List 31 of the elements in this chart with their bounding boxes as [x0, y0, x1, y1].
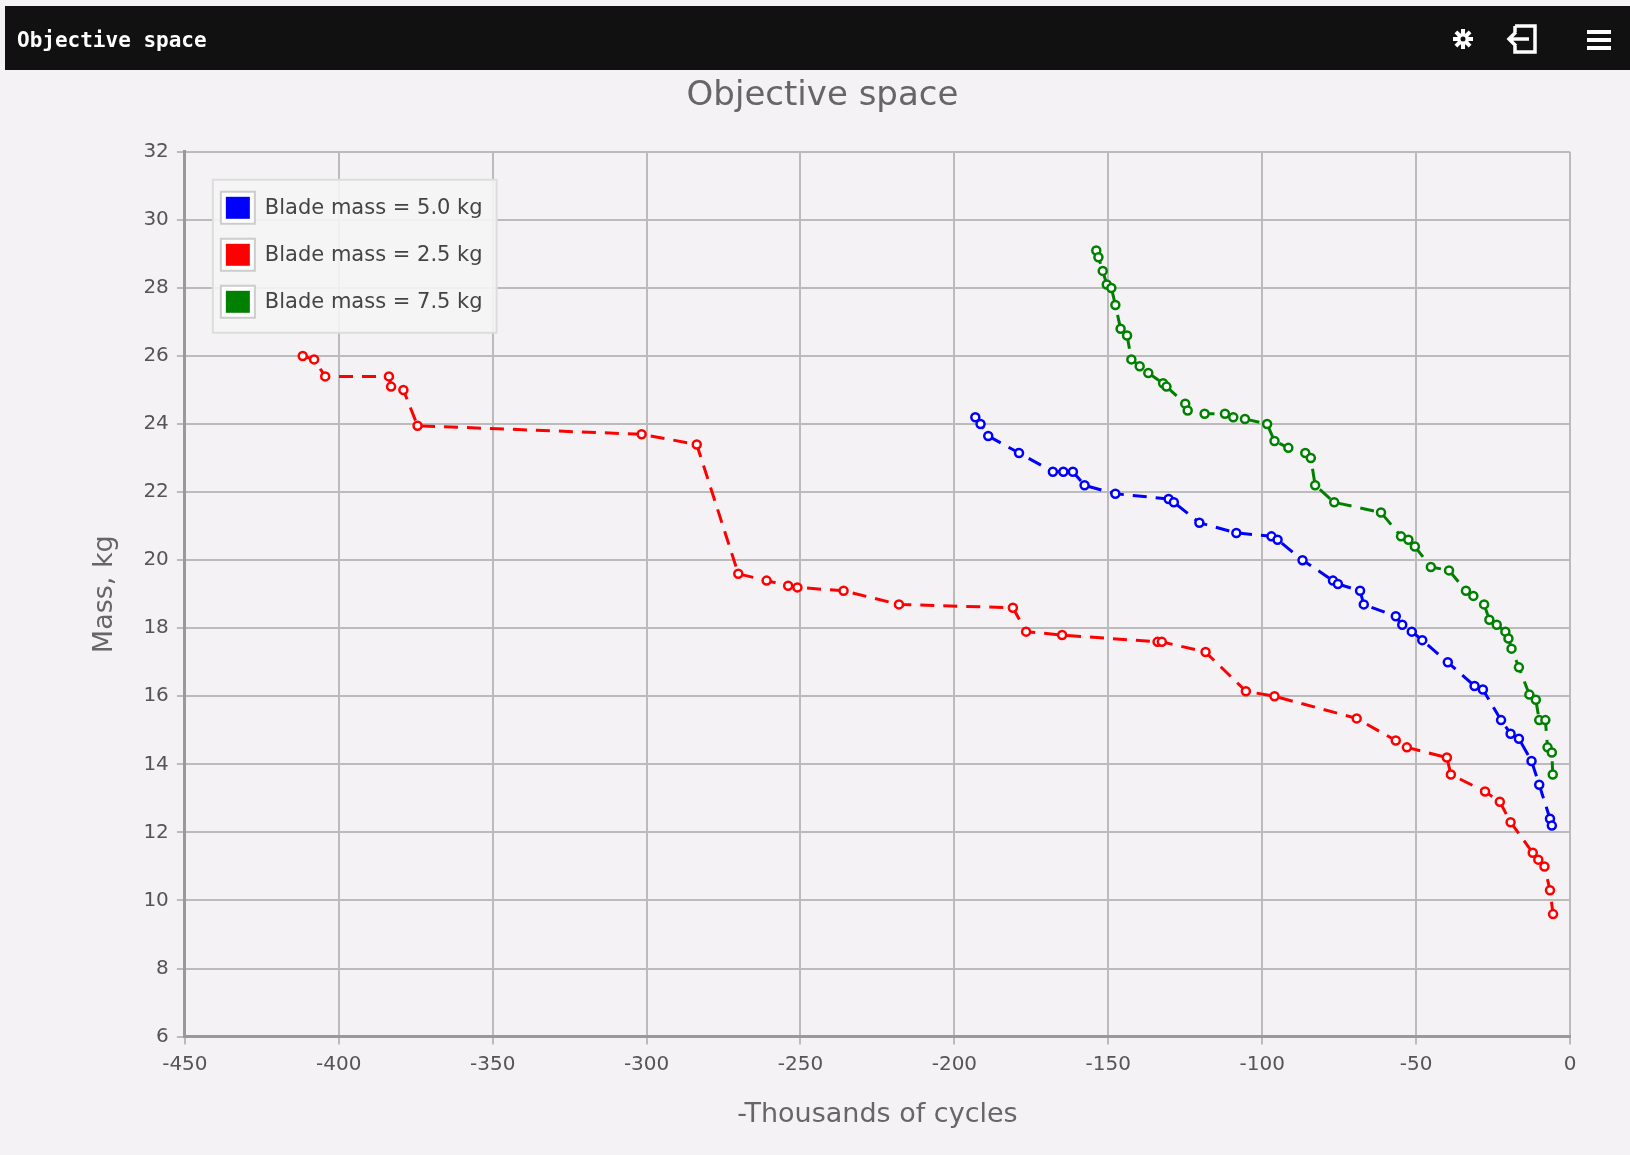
x-tick-label: -250: [777, 1050, 824, 1075]
x-tick-label: -450: [162, 1050, 208, 1075]
y-tick-label: 22: [143, 478, 169, 503]
legend-label: Blade mass = 5.0 kg: [264, 195, 483, 220]
y-axis-title: Mass, kg: [87, 535, 119, 654]
y-tick-label: 24: [143, 410, 169, 435]
x-axis-title: -Thousands of cycles: [737, 1096, 1018, 1128]
x-tick-label: -50: [1399, 1050, 1433, 1075]
x-tick-label: -300: [623, 1050, 670, 1075]
chart-title: Objective space: [686, 73, 959, 114]
legend-label: Blade mass = 2.5 kg: [264, 242, 483, 267]
x-tick-label: -100: [1239, 1050, 1285, 1075]
x-tick-label: -150: [1085, 1050, 1131, 1075]
y-tick-label: 14: [143, 750, 169, 775]
y-tick-label: 28: [143, 274, 169, 299]
x-tick-label: -200: [931, 1050, 978, 1075]
legend-label: Blade mass = 7.5 kg: [264, 289, 483, 314]
y-tick-label: 10: [143, 886, 169, 911]
y-tick-label: 26: [143, 342, 169, 367]
x-tick-label: -400: [316, 1050, 362, 1075]
y-tick-label: 8: [156, 954, 169, 979]
y-tick-label: 32: [143, 138, 169, 162]
y-tick-label: 18: [143, 614, 169, 639]
y-tick-label: 6: [156, 1022, 169, 1047]
y-tick-label: 16: [143, 682, 169, 707]
y-tick-label: 30: [143, 206, 169, 231]
y-tick-label: 12: [143, 818, 169, 843]
chart-title: Objective space: [17, 28, 207, 52]
x-tick-label: -350: [469, 1050, 516, 1075]
y-tick-label: 20: [143, 546, 169, 571]
x-tick-label: 0: [1563, 1050, 1577, 1075]
